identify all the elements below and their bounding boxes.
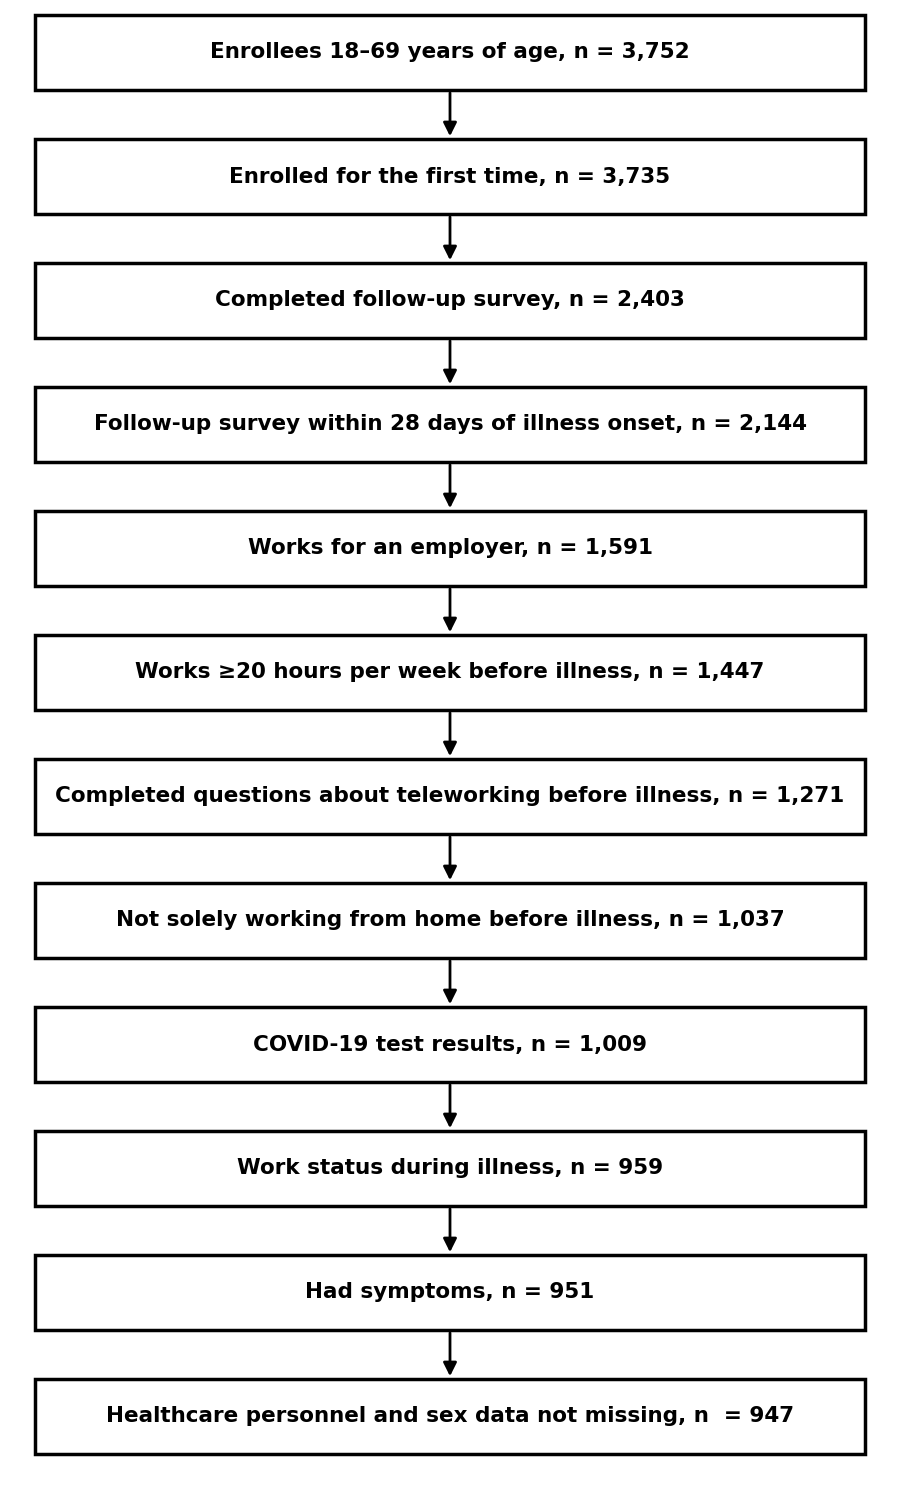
Text: Had symptoms, n = 951: Had symptoms, n = 951 xyxy=(305,1282,595,1303)
Text: Enrollees 18–69 years of age, n = 3,752: Enrollees 18–69 years of age, n = 3,752 xyxy=(211,42,689,63)
Text: Completed follow-up survey, n = 2,403: Completed follow-up survey, n = 2,403 xyxy=(215,290,685,311)
Text: Not solely working from home before illness, n = 1,037: Not solely working from home before illn… xyxy=(115,910,785,931)
Text: Completed questions about teleworking before illness, n = 1,271: Completed questions about teleworking be… xyxy=(56,786,844,807)
Bar xyxy=(35,1007,865,1082)
Bar xyxy=(35,1131,865,1206)
Text: Enrolled for the first time, n = 3,735: Enrolled for the first time, n = 3,735 xyxy=(230,166,670,187)
Bar xyxy=(35,139,865,214)
Bar xyxy=(35,1379,865,1454)
Text: Works ≥20 hours per week before illness, n = 1,447: Works ≥20 hours per week before illness,… xyxy=(135,662,765,683)
Text: Healthcare personnel and sex data not missing, n  = 947: Healthcare personnel and sex data not mi… xyxy=(106,1406,794,1427)
Bar xyxy=(35,759,865,834)
Bar xyxy=(35,15,865,90)
Bar xyxy=(35,883,865,958)
Bar xyxy=(35,263,865,338)
Text: Work status during illness, n = 959: Work status during illness, n = 959 xyxy=(237,1158,663,1179)
Bar xyxy=(35,511,865,586)
Text: Follow-up survey within 28 days of illness onset, n = 2,144: Follow-up survey within 28 days of illne… xyxy=(94,414,806,435)
Bar xyxy=(35,387,865,462)
Text: COVID-19 test results, n = 1,009: COVID-19 test results, n = 1,009 xyxy=(253,1034,647,1055)
Bar xyxy=(35,1255,865,1330)
Text: Works for an employer, n = 1,591: Works for an employer, n = 1,591 xyxy=(248,538,652,559)
Bar xyxy=(35,635,865,710)
